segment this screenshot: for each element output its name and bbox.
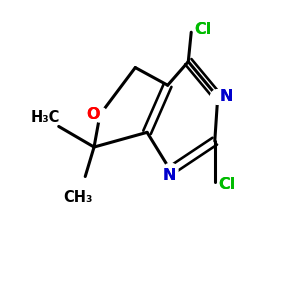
Text: O: O	[86, 106, 99, 122]
Text: O: O	[86, 106, 99, 122]
Text: Cl: Cl	[194, 22, 212, 38]
Text: N: N	[162, 167, 176, 182]
Text: N: N	[162, 167, 176, 182]
Circle shape	[93, 107, 107, 122]
Text: Cl: Cl	[218, 177, 235, 192]
Text: N: N	[220, 89, 233, 104]
Text: Cl: Cl	[194, 22, 212, 38]
Text: N: N	[220, 89, 233, 104]
Text: Cl: Cl	[218, 177, 235, 192]
Text: CH₃: CH₃	[63, 190, 92, 205]
Circle shape	[163, 163, 178, 178]
Text: H₃C: H₃C	[31, 110, 60, 125]
Circle shape	[210, 90, 225, 104]
